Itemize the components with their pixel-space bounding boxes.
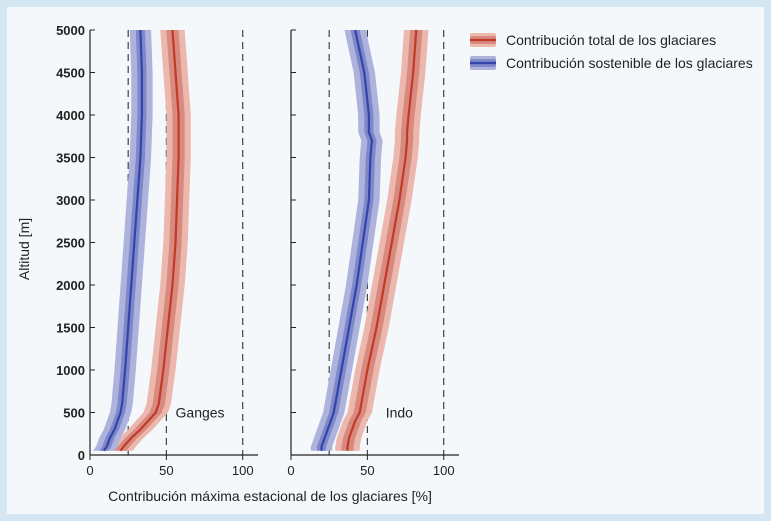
- y-tick-label: 3500: [56, 151, 85, 166]
- y-tick-label: 4500: [56, 66, 85, 81]
- x-axis-title: Contribución máxima estacional de los gl…: [108, 488, 432, 504]
- legend-label-sustainable: Contribución sostenible de los glaciares: [506, 55, 753, 71]
- series-line-sustainable: [320, 29, 374, 451]
- x-tick-label: 100: [433, 463, 455, 478]
- series-line-total: [119, 29, 180, 452]
- x-tick-label: 50: [360, 463, 374, 478]
- y-tick-label: 1000: [56, 363, 85, 378]
- y-axis-title: Altitud [m]: [16, 218, 32, 280]
- legend-label-total: Contribución total de los glaciares: [506, 32, 716, 48]
- band-inner-sustainable: [316, 30, 377, 451]
- chart-canvas: 0500100015002000250030003500400045005000…: [16, 23, 753, 504]
- x-tick-label: 50: [159, 463, 173, 478]
- x-tick-label: 0: [287, 463, 294, 478]
- y-tick-label: 3000: [56, 193, 85, 208]
- band-outer-sustainable: [310, 30, 383, 451]
- band-inner-total: [114, 30, 185, 451]
- panel-label-ganges: Ganges: [176, 405, 225, 421]
- x-tick-label: 0: [86, 463, 93, 478]
- panels-layer: 0500100015002000250030003500400045005000…: [56, 23, 459, 478]
- legend: Contribución total de los glaciares Cont…: [470, 32, 753, 71]
- x-tick-label: 100: [232, 463, 254, 478]
- y-tick-label: 0: [78, 448, 85, 463]
- panel-label-indo: Indo: [386, 405, 413, 421]
- y-tick-label: 2500: [56, 236, 85, 251]
- panel-ganges: 0500100015002000250030003500400045005000…: [56, 23, 258, 478]
- band-inner-total: [341, 30, 423, 451]
- series-line-sustainable: [102, 29, 144, 452]
- panel-indo: 0 50 100 Indo: [287, 29, 459, 478]
- y-tick-label: 5000: [56, 23, 85, 38]
- series-line-total: [346, 29, 418, 451]
- y-tick-label: 4000: [56, 108, 85, 123]
- y-tick-label: 2000: [56, 278, 85, 293]
- y-tick-label: 500: [63, 406, 85, 421]
- y-tick-label: 1500: [56, 321, 85, 336]
